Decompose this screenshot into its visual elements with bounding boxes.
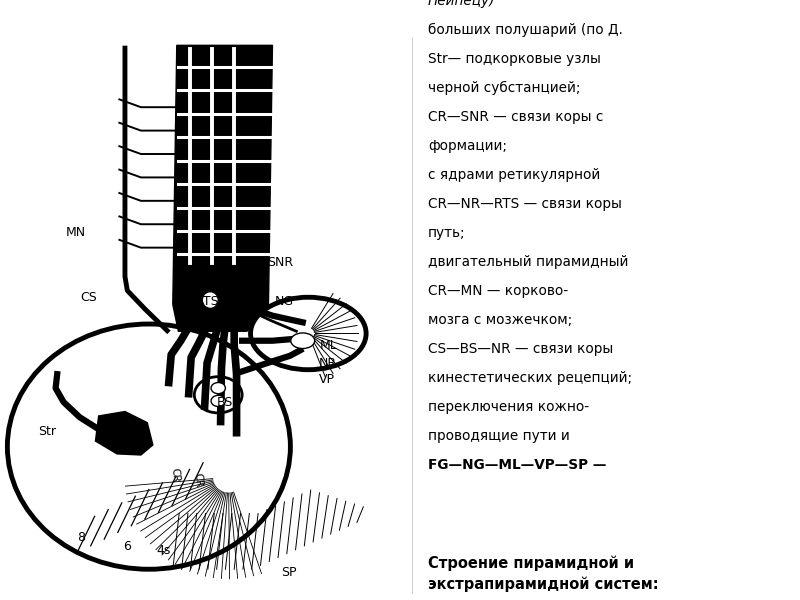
Ellipse shape (202, 292, 218, 308)
Ellipse shape (290, 333, 314, 349)
Ellipse shape (211, 383, 226, 394)
Text: Строение пирамидной и
экстрапирамидной систем:: Строение пирамидной и экстрапирамидной с… (428, 556, 658, 592)
Text: CS—BS—NR — связи коры: CS—BS—NR — связи коры (428, 342, 613, 356)
Ellipse shape (194, 377, 242, 413)
Text: RTS: RTS (195, 295, 219, 308)
Text: с ядрами ретикулярной: с ядрами ретикулярной (428, 168, 600, 182)
Text: MN: MN (66, 226, 86, 239)
Polygon shape (173, 46, 273, 331)
Text: мозга с мозжечком;: мозга с мозжечком; (428, 313, 572, 327)
Text: ML: ML (319, 339, 337, 352)
Text: FG: FG (216, 188, 233, 200)
Ellipse shape (7, 324, 290, 569)
Ellipse shape (211, 395, 226, 406)
Text: VP: VP (318, 373, 334, 386)
Text: CR—MN — корково-: CR—MN — корково- (428, 284, 568, 298)
Text: SP: SP (281, 566, 296, 578)
Text: NG: NG (275, 295, 294, 308)
Text: CR—SNR — связи коры с: CR—SNR — связи коры с (428, 110, 603, 124)
Text: Str: Str (38, 425, 56, 438)
Text: BS: BS (217, 396, 233, 409)
Text: NR: NR (319, 356, 338, 370)
Text: 6: 6 (123, 540, 131, 553)
Text: двигательный пирамидный: двигательный пирамидный (428, 255, 628, 269)
Text: переключения кожно-: переключения кожно- (428, 400, 589, 414)
Text: Пейпецу): Пейпецу) (428, 0, 495, 8)
Text: формации;: формации; (428, 139, 507, 153)
Text: черной субстанцией;: черной субстанцией; (428, 81, 581, 95)
Text: кинестетических рецепций;: кинестетических рецепций; (428, 371, 632, 385)
Text: SNR: SNR (267, 256, 294, 269)
Text: больших полушарий (по Д.: больших полушарий (по Д. (428, 23, 622, 37)
Text: Str— подкорковые узлы: Str— подкорковые узлы (428, 52, 601, 66)
Text: FG—NG—ML—VP—SP —: FG—NG—ML—VP—SP — (428, 458, 606, 472)
Text: проводящие пути и: проводящие пути и (428, 429, 570, 443)
Polygon shape (95, 412, 153, 455)
Text: CR—NR—RTS — связи коры: CR—NR—RTS — связи коры (428, 197, 622, 211)
Ellipse shape (250, 297, 366, 370)
Text: CR: CR (170, 467, 181, 482)
Text: 8: 8 (77, 531, 85, 544)
Text: 4s: 4s (157, 544, 171, 557)
Text: CS: CS (81, 292, 98, 304)
Text: путь;: путь; (428, 226, 466, 240)
Text: CR: CR (192, 472, 203, 488)
